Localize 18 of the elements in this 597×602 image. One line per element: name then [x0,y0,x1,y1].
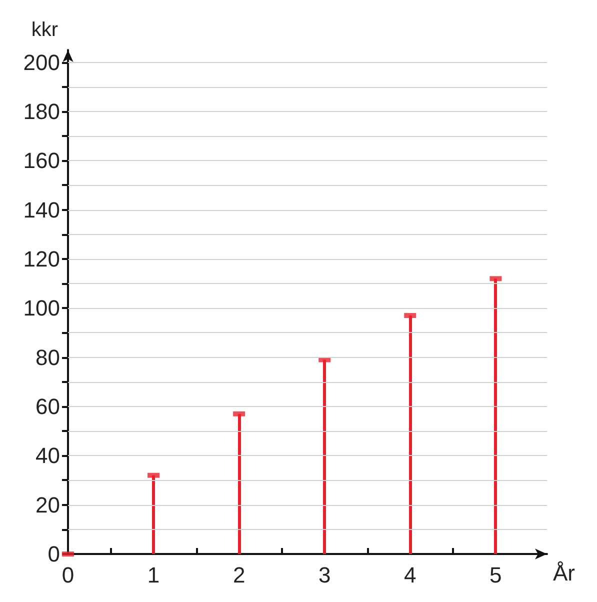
y-axis-title: kkr [31,19,58,41]
x-tick-label: 3 [318,562,331,588]
x-tick-label: 4 [404,562,416,588]
y-tick-label: 120 [23,246,60,272]
y-tick-label: 200 [23,50,60,75]
x-tick-label: 5 [490,562,502,588]
x-tick-label: 1 [147,562,160,588]
y-tick-label: 80 [36,344,60,370]
y-tick-label: 140 [23,197,60,222]
y-tick-label: 180 [23,98,60,124]
x-tick-label: 2 [232,562,246,588]
x-axis-title: År [553,560,575,586]
y-tick-label: 100 [23,296,60,321]
y-tick-label: 40 [36,443,60,468]
y-tick-label: 60 [36,394,60,419]
y-tick-label: 20 [36,492,60,518]
y-tick-label: 160 [23,148,60,174]
y-tick-label: 0 [48,542,60,566]
